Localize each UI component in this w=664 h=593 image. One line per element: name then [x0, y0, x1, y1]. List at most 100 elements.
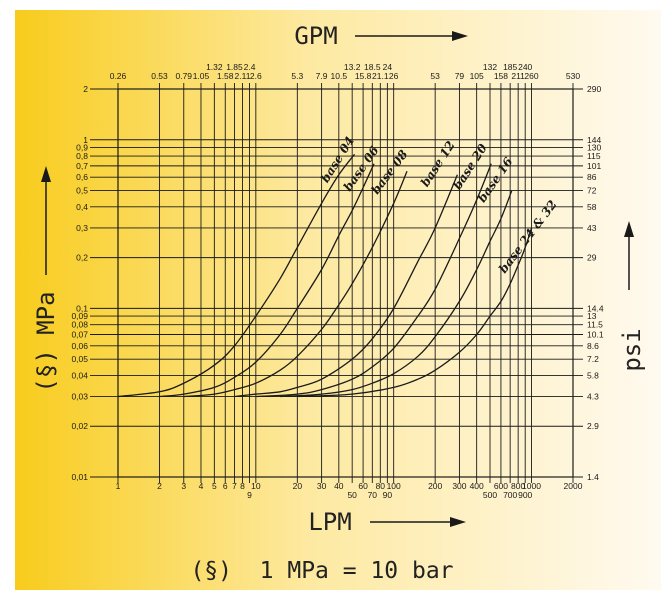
psi-tick-label: 5.8	[587, 370, 599, 380]
gpm-tick-label: 21.1	[372, 71, 389, 81]
gpm-tick-label: 211	[511, 71, 525, 81]
y-tick-label: 0,3	[76, 223, 88, 233]
y-tick-label: 0,8	[76, 151, 88, 161]
x-tick-label: 70	[368, 490, 378, 500]
y-tick-label: 0,9	[76, 142, 88, 152]
gpm-tick-label: 0.79	[175, 71, 192, 81]
y-tick-labels: 0,01 0,02 0,03 0,04 0,05 0,06 0,070,080,090,1 0…	[71, 84, 88, 482]
y-tick-label: 0,5	[76, 186, 88, 196]
y-tick-label: 0,09	[71, 311, 88, 321]
psi-tick-label: 13	[587, 311, 597, 321]
gpm-tick-label: 10.5	[331, 71, 348, 81]
x-tick-label: 2	[157, 481, 162, 491]
gpm-tick-label: 26	[389, 71, 399, 81]
gpm-tick-label: 13.2	[344, 62, 361, 72]
psi-tick-label: 7.2	[587, 354, 599, 364]
gpm-tick-label: 0.26	[110, 71, 127, 81]
psi-tick-label: 29	[587, 253, 597, 263]
gpm-tick-label: 2.4	[244, 62, 256, 72]
x-tick-label: 900	[518, 490, 532, 500]
gpm-arrow	[355, 31, 468, 41]
gpm-tick-label: 1.85	[226, 62, 243, 72]
x-tick-label: 400	[470, 481, 484, 491]
gpm-tick-label: 2.6	[250, 71, 262, 81]
y-tick-label: 0,02	[71, 421, 88, 431]
psi-tick-label: 10.1	[587, 329, 604, 339]
series-line	[297, 227, 533, 398]
psi-tick-label: 11.5	[587, 320, 603, 330]
x-tick-label: 30	[317, 481, 327, 491]
x-tick-label: 6	[223, 481, 228, 491]
series-line	[255, 163, 492, 398]
gpm-tick-label: 7.9	[316, 71, 328, 81]
x-tick-label: 700	[503, 490, 517, 500]
x-tick-label: 10	[251, 481, 261, 491]
x-tick-label: 9	[247, 490, 252, 500]
x-tick-label: 3	[181, 481, 186, 491]
y-tick-label: 0,05	[71, 354, 88, 364]
psi-tick-label: 115	[587, 151, 601, 161]
y-tick-label: 0,01	[71, 472, 88, 482]
x-tick-label: 80	[376, 481, 386, 491]
y-tick-label: 0,07	[71, 329, 88, 339]
gpm-tick-label: 79	[455, 71, 465, 81]
gpm-tick-label: 2.11	[235, 71, 251, 81]
gpm-tick-label: 18.5	[364, 62, 381, 72]
y-tick-label: 0,7	[76, 161, 88, 171]
gpm-tick-label: 105	[470, 71, 484, 81]
gpm-tick-label: 5.3	[291, 71, 303, 81]
gpm-tick-label: 1.32	[206, 62, 223, 72]
lpm-axis-title: LPM	[308, 508, 351, 536]
y-tick-label: 0,1	[76, 303, 88, 313]
gpm-tick-label: 24	[383, 62, 393, 72]
x-tick-label: 1	[116, 481, 121, 491]
x-tick-label: 20	[293, 481, 303, 491]
psi-arrow	[624, 221, 634, 290]
y-tick-label: 1	[83, 135, 88, 145]
x-tick-label: 2000	[564, 481, 583, 491]
psi-tick-label: 4.3	[587, 392, 599, 402]
mpa-axis-title: (§) MPa	[32, 291, 60, 392]
psi-tick-label: 290	[587, 84, 601, 94]
y-tick-label: 0,2	[76, 253, 88, 263]
x-tick-label: 300	[452, 481, 466, 491]
plot-frame	[117, 88, 574, 478]
y-tick-label: 2	[83, 84, 88, 94]
series-line	[280, 190, 513, 398]
psi-tick-label: 144	[587, 135, 601, 145]
x-tick-label: 5	[212, 481, 217, 491]
psi-tick-label: 8.6	[587, 341, 599, 351]
gpm-tick-label: 185	[503, 62, 517, 72]
psi-tick-label: 2.9	[587, 421, 599, 431]
x-tick-label: 600	[494, 481, 508, 491]
chart-background	[15, 10, 661, 590]
psi-axis-title: psi	[618, 328, 646, 371]
psi-tick-label: 58	[587, 202, 597, 212]
y-tick-label: 0,08	[71, 320, 88, 330]
gpm-tick-label: 260	[524, 71, 538, 81]
x-tick-label: 100	[387, 481, 401, 491]
series-line	[117, 153, 356, 398]
gpm-tick-label: 0.53	[151, 71, 168, 81]
psi-tick-label: 101	[587, 161, 601, 171]
x-tick-label: 200	[428, 481, 442, 491]
series-line	[159, 163, 375, 398]
x-tick-label: 60	[358, 481, 368, 491]
psi-tick-label: 14.4	[587, 303, 604, 313]
x-tick-label: 40	[334, 481, 344, 491]
y-tick-label: 0,03	[71, 392, 88, 402]
mpa-arrow	[41, 166, 51, 275]
x-tick-label: 1000	[522, 481, 541, 491]
gpm-tick-label: 530	[566, 71, 580, 81]
gpm-tick-label: 240	[518, 62, 532, 72]
psi-tick-label: 1.4	[587, 472, 599, 482]
gpm-tick-label: 1.05	[193, 71, 210, 81]
y-tick-label: 0,06	[71, 341, 88, 351]
y-tick-label: 0,4	[76, 202, 88, 212]
psi-tick-label: 86	[587, 172, 597, 182]
x-tick-label: 90	[383, 490, 393, 500]
gpm-tick-label: 15.8	[355, 71, 372, 81]
